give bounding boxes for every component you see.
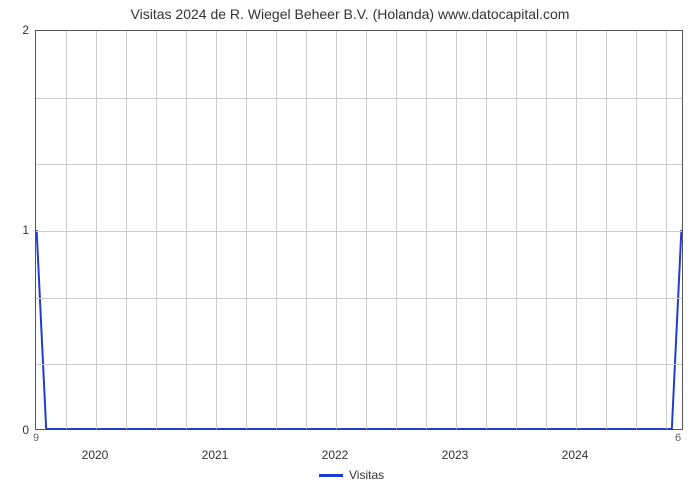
legend-label: Visitas: [349, 468, 384, 482]
grid-vertical: [126, 31, 127, 429]
y-tick-label: 0: [13, 423, 29, 437]
grid-horizontal: [36, 98, 682, 99]
x-tick-label: 2020: [82, 448, 109, 462]
grid-vertical: [336, 31, 337, 429]
grid-vertical: [216, 31, 217, 429]
grid-vertical: [606, 31, 607, 429]
grid-vertical: [666, 31, 667, 429]
grid-vertical: [516, 31, 517, 429]
chart-title: Visitas 2024 de R. Wiegel Beheer B.V. (H…: [0, 6, 700, 22]
legend: Visitas: [319, 468, 384, 482]
grid-vertical: [96, 31, 97, 429]
grid-vertical: [396, 31, 397, 429]
plot-area: [35, 30, 683, 430]
grid-vertical: [576, 31, 577, 429]
grid-vertical: [636, 31, 637, 429]
grid-vertical: [66, 31, 67, 429]
corner-label-right: 6: [675, 432, 681, 444]
grid-vertical: [186, 31, 187, 429]
data-line-svg: [36, 31, 682, 429]
grid-vertical: [366, 31, 367, 429]
chart-container: Visitas 2024 de R. Wiegel Beheer B.V. (H…: [0, 0, 700, 500]
y-tick-label: 1: [13, 223, 29, 237]
grid-vertical: [456, 31, 457, 429]
y-tick-label: 2: [13, 23, 29, 37]
x-tick-label: 2023: [442, 448, 469, 462]
grid-horizontal: [36, 298, 682, 299]
grid-vertical: [486, 31, 487, 429]
corner-label-left: 9: [33, 432, 39, 444]
visitas-line: [37, 230, 682, 429]
x-tick-label: 2024: [562, 448, 589, 462]
x-tick-label: 2022: [322, 448, 349, 462]
grid-vertical: [156, 31, 157, 429]
grid-vertical: [426, 31, 427, 429]
x-tick-label: 2021: [202, 448, 229, 462]
legend-swatch: [319, 474, 343, 477]
grid-vertical: [306, 31, 307, 429]
grid-horizontal: [36, 164, 682, 165]
grid-vertical: [246, 31, 247, 429]
grid-horizontal: [36, 364, 682, 365]
grid-vertical: [546, 31, 547, 429]
grid-vertical: [276, 31, 277, 429]
grid-horizontal: [36, 231, 682, 232]
